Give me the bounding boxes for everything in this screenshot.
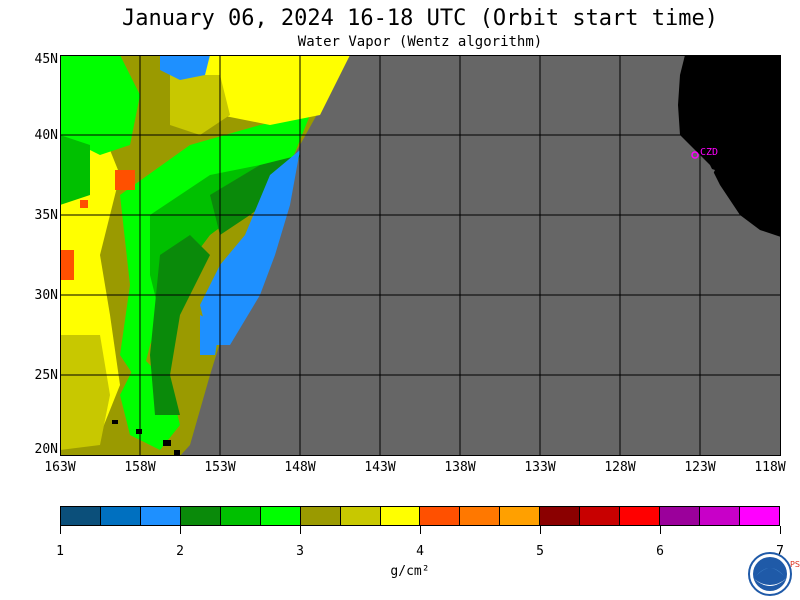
- lon-label: 163W: [44, 460, 76, 475]
- color-bar-label: 6: [656, 544, 664, 559]
- color-bar-swatch: [140, 507, 181, 525]
- color-bar-label: 5: [536, 544, 544, 559]
- color-bar-tick: [59, 526, 61, 534]
- color-bar-tick: [419, 526, 421, 534]
- color-bar-tick: [659, 526, 661, 534]
- lon-label: 133W: [524, 460, 556, 475]
- lon-label: 153W: [204, 460, 236, 475]
- color-bar-swatch: [420, 507, 461, 525]
- map-canvas: CZD: [60, 55, 781, 456]
- lat-label: 45N: [34, 52, 58, 67]
- color-bar-swatch: [340, 507, 381, 525]
- color-bar-label: 7: [776, 544, 784, 559]
- noaa-logo-icon: [748, 552, 792, 596]
- lon-label: 143W: [364, 460, 396, 475]
- color-bar-tick: [179, 526, 181, 534]
- color-bar-swatch: [460, 507, 501, 525]
- color-bar-swatch: [700, 507, 740, 525]
- map-border: [60, 55, 781, 456]
- station-marker: [691, 151, 699, 159]
- map-subtitle: Water Vapor (Wentz algorithm): [297, 34, 543, 50]
- map-title: January 06, 2024 16-18 UTC (Orbit start …: [121, 6, 719, 31]
- color-bar-swatch: [380, 507, 421, 525]
- color-bar-label: 4: [416, 544, 424, 559]
- color-bar-tick: [539, 526, 541, 534]
- color-bar: [60, 506, 780, 526]
- color-bar-swatch: [739, 507, 779, 525]
- lon-label: 118W: [754, 460, 786, 475]
- color-bar-tick: [299, 526, 301, 534]
- color-bar-label: 3: [296, 544, 304, 559]
- land-north-america: [678, 55, 781, 237]
- color-bar-swatch: [620, 507, 661, 525]
- water-vapor-map: CZD: [60, 55, 781, 456]
- lon-label: 148W: [284, 460, 316, 475]
- color-bar-tick: [779, 526, 781, 534]
- color-bar-label: 2: [176, 544, 184, 559]
- color-bar-swatch: [300, 507, 341, 525]
- lat-label: 30N: [34, 288, 58, 303]
- color-bar-swatch: [260, 507, 301, 525]
- color-bar-swatch: [100, 507, 141, 525]
- units-label: g/cm²: [390, 564, 430, 579]
- lon-label: 138W: [444, 460, 476, 475]
- color-bar-swatch: [220, 507, 261, 525]
- graticule: [60, 55, 781, 456]
- lon-label: 123W: [684, 460, 716, 475]
- color-bar-swatch: [660, 507, 700, 525]
- station-label: CZD: [700, 147, 718, 158]
- psl-mark: PSL: [790, 560, 800, 569]
- lon-label: 158W: [124, 460, 156, 475]
- lat-label: 25N: [34, 368, 58, 383]
- color-bar-swatch: [180, 507, 221, 525]
- water-vapor-field: [60, 55, 350, 456]
- color-bar-swatch: [500, 507, 541, 525]
- lat-label: 20N: [34, 442, 58, 457]
- color-bar-swatch: [540, 507, 581, 525]
- lat-label: 35N: [34, 208, 58, 223]
- color-bar-label: 1: [56, 544, 64, 559]
- lon-label: 128W: [604, 460, 636, 475]
- color-bar-swatch: [580, 507, 621, 525]
- lat-label: 40N: [34, 128, 58, 143]
- color-bar-swatch: [61, 507, 101, 525]
